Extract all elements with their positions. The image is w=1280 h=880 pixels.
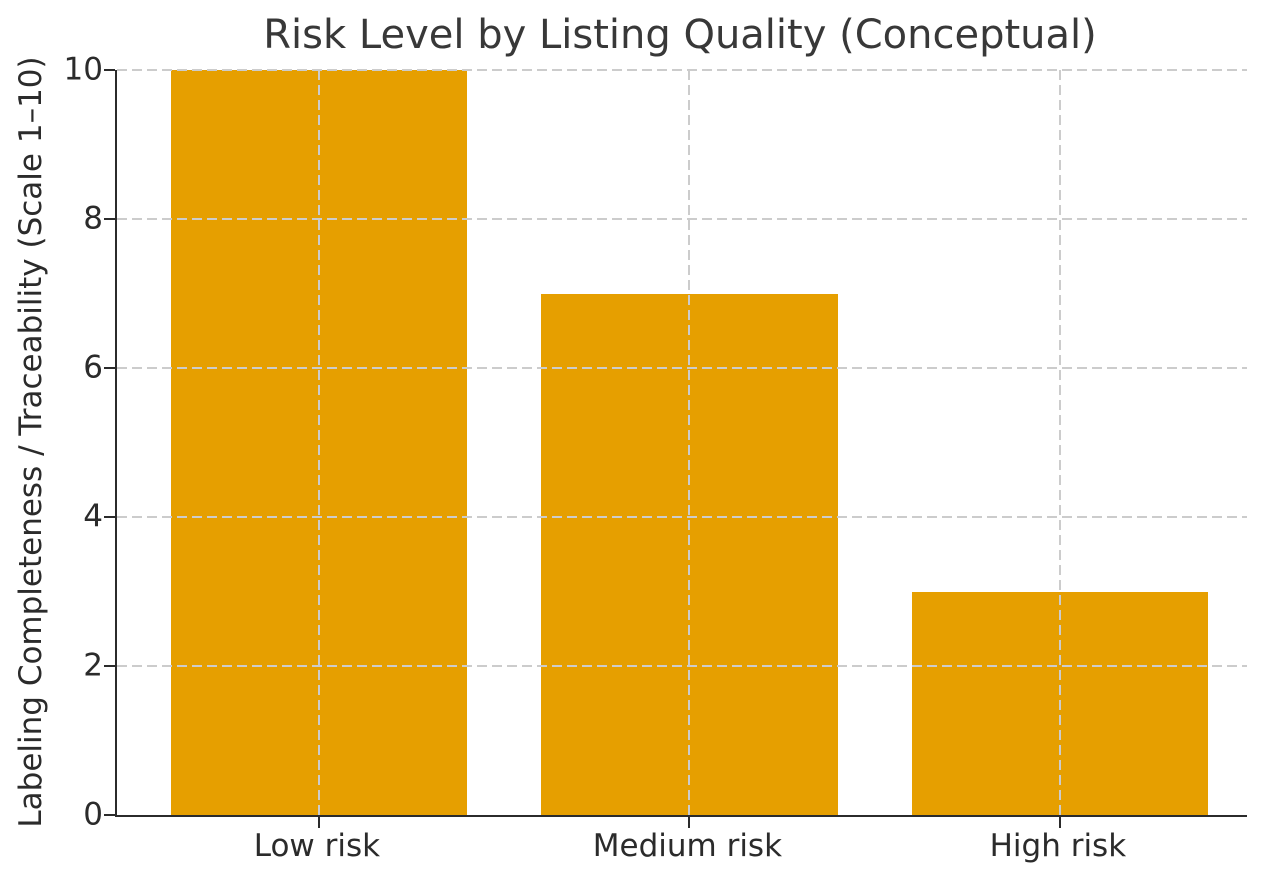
x-tick-mark <box>688 817 691 828</box>
y-tick-label: 0 <box>83 796 103 833</box>
category-label-high-risk: High risk <box>989 828 1127 864</box>
y-tick-label: 8 <box>83 200 103 237</box>
y-tick-label: 6 <box>83 349 103 386</box>
bar-low-risk <box>170 70 468 815</box>
plot-area <box>104 69 1247 828</box>
y-axis-tick-labels: 0 2 4 6 8 10 <box>0 54 103 830</box>
bars-layer <box>117 70 1247 815</box>
chart-title: Risk Level by Listing Quality (Conceptua… <box>263 12 1097 58</box>
bar-high-risk <box>911 591 1209 815</box>
y-tick-mark <box>104 367 115 369</box>
x-axis-tick-labels: Low risk Medium risk High risk <box>115 817 1245 872</box>
y-tick-mark <box>104 69 115 71</box>
y-tick-label: 4 <box>83 498 103 535</box>
bar-medium-risk <box>541 293 838 815</box>
x-tick-mark <box>317 817 320 828</box>
x-tick-mark <box>1058 817 1061 828</box>
category-label-low-risk: Low risk <box>253 828 381 864</box>
y-tick-mark <box>104 665 115 667</box>
y-tick-mark <box>104 516 115 518</box>
y-tick-mark <box>104 218 115 220</box>
category-label-medium-risk: Medium risk <box>592 828 783 864</box>
y-tick-label: 2 <box>83 647 103 684</box>
y-tick-mark <box>104 814 115 816</box>
y-tick-label: 10 <box>63 51 103 88</box>
